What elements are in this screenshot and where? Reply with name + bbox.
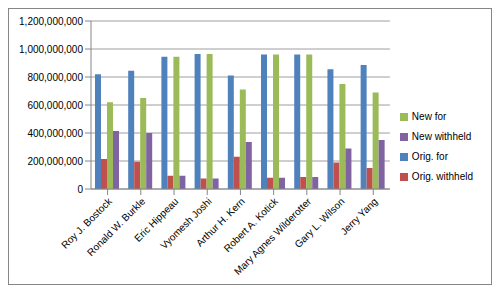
svg-text:400,000,000: 400,000,000 (27, 128, 83, 139)
html-text:New withheld: New withheld (411, 130, 472, 142)
svg-text:200,000,000: 200,000,000 (27, 156, 83, 167)
svg-text:1,000,000,000: 1,000,000,000 (19, 44, 83, 55)
svg-text:Gary L. Wilson: Gary L. Wilson (292, 196, 346, 250)
svg-text:0: 0 (77, 184, 83, 195)
svg-text:800,000,000: 800,000,000 (27, 72, 83, 83)
svg-text:Robert A. Kotick: Robert A. Kotick (222, 195, 281, 254)
svg-text:Jerry Yang: Jerry Yang (338, 196, 379, 237)
svg-text:Mary Agnes Wilderotter: Mary Agnes Wilderotter (232, 195, 314, 277)
svg-text:1,200,000,000: 1,200,000,000 (19, 16, 83, 27)
svg-text:600,000,000: 600,000,000 (27, 100, 83, 111)
svg-text:Eric Hippeau: Eric Hippeau (132, 195, 181, 244)
html-text:New for: New for (411, 110, 447, 122)
svg-text:Roy J. Bostock: Roy J. Bostock (59, 195, 114, 251)
svg-text:Ronald W. Burkle: Ronald W. Burkle (85, 195, 148, 258)
svg-text:Vyomesh Joshi: Vyomesh Joshi (158, 195, 214, 252)
html-text:Orig. for: Orig. for (411, 150, 448, 162)
html-text:Orig. withheld: Orig. withheld (411, 170, 473, 182)
svg-text:Arthur H. Kern: Arthur H. Kern (193, 195, 247, 249)
